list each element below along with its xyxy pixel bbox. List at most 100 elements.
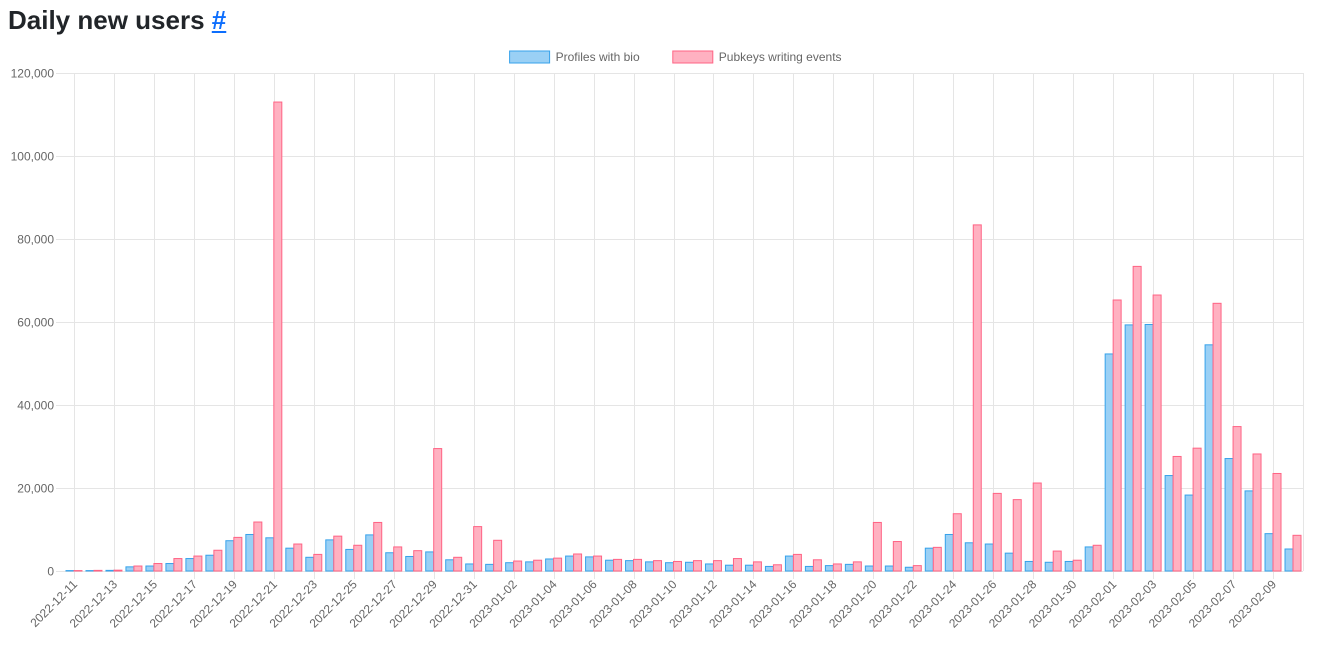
- bar-pubkeys-writing-events: [752, 561, 762, 572]
- bar-profiles-with-bio: [1204, 344, 1214, 572]
- bar-pubkeys-writing-events: [153, 563, 163, 572]
- legend-swatch: [509, 50, 551, 64]
- bar-pubkeys-writing-events: [673, 560, 683, 572]
- bar-pubkeys-writing-events: [1072, 559, 1082, 572]
- bar-pubkeys-writing-events: [173, 558, 183, 572]
- bar-profiles-with-bio: [665, 562, 675, 572]
- bar-profiles-with-bio: [525, 561, 535, 572]
- bar-profiles-with-bio: [585, 556, 595, 572]
- bar-profiles-with-bio: [445, 559, 455, 572]
- bar-pubkeys-writing-events: [493, 539, 503, 572]
- bar-pubkeys-writing-events: [772, 564, 782, 572]
- bar-pubkeys-writing-events: [812, 559, 822, 572]
- bar-pubkeys-writing-events: [253, 521, 263, 572]
- bar-profiles-with-bio: [365, 534, 375, 572]
- bar-pubkeys-writing-events: [653, 560, 663, 572]
- bar-pubkeys-writing-events: [513, 560, 523, 572]
- bar-pubkeys-writing-events: [1172, 455, 1182, 572]
- chart-legend[interactable]: Profiles with bio Pubkeys writing events: [509, 50, 842, 64]
- bar-pubkeys-writing-events: [912, 565, 922, 572]
- bar-profiles-with-bio: [185, 558, 195, 572]
- bar-pubkeys-writing-events: [393, 546, 403, 572]
- bar-profiles-with-bio: [245, 533, 255, 572]
- bar-profiles-with-bio: [645, 561, 655, 572]
- bar-pubkeys-writing-events: [992, 492, 1002, 572]
- bar-pubkeys-writing-events: [1232, 426, 1242, 572]
- bar-profiles-with-bio: [465, 563, 475, 572]
- bar-pubkeys-writing-events: [1192, 447, 1202, 572]
- bar-pubkeys-writing-events: [712, 560, 722, 572]
- bar-pubkeys-writing-events: [852, 561, 862, 572]
- bar-profiles-with-bio: [385, 552, 395, 572]
- bar-pubkeys-writing-events: [373, 521, 383, 572]
- bar-profiles-with-bio: [205, 554, 215, 572]
- y-tick-label: 120,000: [11, 67, 55, 81]
- bar-profiles-with-bio: [1144, 323, 1154, 572]
- bar-profiles-with-bio: [964, 542, 974, 572]
- bar-profiles-with-bio: [405, 555, 415, 572]
- bar-pubkeys-writing-events: [1032, 482, 1042, 572]
- bar-pubkeys-writing-events: [872, 521, 882, 572]
- bar-profiles-with-bio: [804, 565, 814, 572]
- bar-layer: [65, 101, 1302, 572]
- legend-item-profiles-with-bio[interactable]: Profiles with bio: [509, 50, 640, 64]
- bar-pubkeys-writing-events: [333, 535, 343, 572]
- bar-pubkeys-writing-events: [1272, 472, 1282, 572]
- bar-pubkeys-writing-events: [1052, 550, 1062, 572]
- y-tick-label: 60,000: [17, 316, 54, 330]
- bar-pubkeys-writing-events: [613, 558, 623, 572]
- bar-pubkeys-writing-events: [1152, 294, 1162, 572]
- bar-profiles-with-bio: [145, 565, 155, 572]
- bar-profiles-with-bio: [1084, 546, 1094, 572]
- bar-profiles-with-bio: [904, 566, 914, 572]
- bar-pubkeys-writing-events: [832, 563, 842, 572]
- bar-profiles-with-bio: [1104, 353, 1114, 572]
- y-tick-label: 0: [47, 565, 54, 579]
- bar-pubkeys-writing-events: [892, 541, 902, 572]
- bar-pubkeys-writing-events: [353, 544, 363, 572]
- bar-profiles-with-bio: [1124, 324, 1134, 572]
- bar-pubkeys-writing-events: [113, 569, 123, 572]
- bar-profiles-with-bio: [605, 559, 615, 572]
- bar-profiles-with-bio: [105, 569, 115, 572]
- bar-pubkeys-writing-events: [692, 560, 702, 572]
- bar-profiles-with-bio: [625, 560, 635, 572]
- bar-profiles-with-bio: [565, 555, 575, 572]
- bar-profiles-with-bio: [285, 547, 295, 572]
- bar-pubkeys-writing-events: [93, 569, 103, 572]
- bar-profiles-with-bio: [265, 537, 275, 572]
- bar-profiles-with-bio: [1044, 561, 1054, 572]
- bar-profiles-with-bio: [1164, 475, 1174, 572]
- bar-profiles-with-bio: [1224, 458, 1234, 572]
- bar-pubkeys-writing-events: [593, 555, 603, 572]
- bar-pubkeys-writing-events: [413, 550, 423, 572]
- bar-pubkeys-writing-events: [213, 549, 223, 572]
- y-tick-label: 40,000: [17, 399, 54, 413]
- y-tick-label: 80,000: [17, 233, 54, 247]
- bar-profiles-with-bio: [125, 566, 135, 572]
- bar-pubkeys-writing-events: [273, 101, 283, 572]
- bar-profiles-with-bio: [1244, 490, 1254, 572]
- bar-profiles-with-bio: [305, 556, 315, 572]
- y-axis: 0 20,000 40,000 60,000 80,000 100,000 120,000: [11, 67, 55, 579]
- page-title: Daily new users #: [8, 2, 226, 38]
- bar-profiles-with-bio: [325, 539, 335, 572]
- bar-profiles-with-bio: [1064, 560, 1074, 572]
- bar-profiles-with-bio: [864, 565, 874, 572]
- page-title-text: Daily new users: [8, 5, 205, 35]
- bar-profiles-with-bio: [984, 543, 994, 572]
- bar-pubkeys-writing-events: [1252, 453, 1262, 572]
- legend-item-pubkeys-writing-events[interactable]: Pubkeys writing events: [672, 50, 842, 64]
- bar-pubkeys-writing-events: [1092, 544, 1102, 572]
- bar-pubkeys-writing-events: [473, 526, 483, 572]
- legend-label: Profiles with bio: [556, 50, 640, 64]
- anchor-link[interactable]: #: [211, 5, 227, 35]
- bar-pubkeys-writing-events: [233, 536, 243, 572]
- bar-pubkeys-writing-events: [293, 543, 303, 572]
- bar-pubkeys-writing-events: [633, 558, 643, 572]
- bar-profiles-with-bio: [425, 551, 435, 572]
- bar-pubkeys-writing-events: [952, 513, 962, 572]
- y-tick-label: 100,000: [11, 150, 55, 164]
- bar-profiles-with-bio: [485, 563, 495, 572]
